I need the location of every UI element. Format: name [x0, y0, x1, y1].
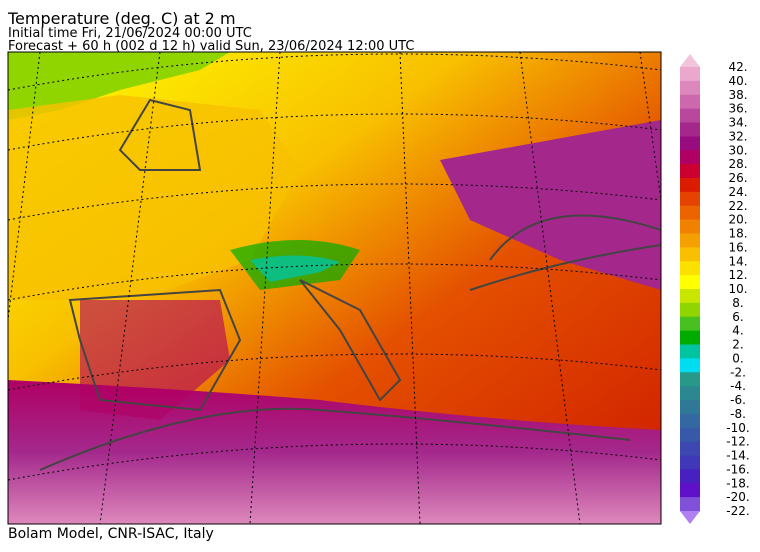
footer: Bolam Model, CNR-ISAC, Italy	[8, 526, 214, 542]
colorbar-label: -10.	[726, 421, 749, 435]
colorbar-label: 24.	[728, 185, 747, 199]
colorbar-label: -16.	[726, 462, 749, 476]
colorbar-swatch	[680, 441, 700, 456]
colorbar-swatch	[680, 400, 700, 415]
colorbar-swatch	[680, 261, 700, 276]
colorbar-swatch	[680, 178, 700, 193]
colorbar-swatch	[680, 164, 700, 179]
colorbar-label: 34.	[728, 116, 747, 130]
colorbar-swatch	[680, 427, 700, 443]
colorbar-label: 20.	[728, 213, 747, 227]
initial-time: Initial time Fri, 21/06/2024 00:00 UTC	[8, 26, 252, 41]
colorbar-swatch	[680, 330, 700, 345]
colorbar-swatch	[680, 483, 700, 498]
colorbar-label: -12.	[726, 435, 749, 449]
colorbar-label: 18.	[728, 227, 747, 241]
colorbar-label: 6.	[732, 310, 743, 324]
colorbar-label: -2.	[730, 365, 746, 379]
colorbar-label: 12.	[728, 268, 747, 282]
colorbar-swatch	[680, 289, 700, 304]
colorbar-label: 4.	[732, 324, 743, 338]
map-frame	[7, 51, 662, 525]
colorbar-swatch	[680, 316, 700, 332]
colorbar-label: -4.	[730, 379, 746, 393]
colorbar-swatch	[680, 344, 700, 359]
colorbar-swatch	[680, 275, 700, 290]
colorbar-label: 16.	[728, 240, 747, 254]
colorbar-label: 30.	[728, 143, 747, 157]
colorbar-label: 0.	[732, 351, 743, 365]
colorbar-label: 22.	[728, 199, 747, 213]
colorbar-swatch	[680, 108, 700, 123]
colorbar-swatch	[680, 219, 700, 234]
colorbar-label: 38.	[728, 88, 747, 102]
colorbar-swatch	[680, 205, 700, 221]
colorbar: 42.40.38.36.34.32.30.28.26.24.22.20.18.1…	[680, 54, 750, 524]
colorbar-label: 10.	[728, 282, 747, 296]
colorbar-label: 32.	[728, 129, 747, 143]
colorbar-label: -20.	[726, 490, 749, 504]
colorbar-cap	[680, 511, 700, 524]
colorbar-swatch	[680, 413, 700, 429]
colorbar-label: 14.	[728, 254, 747, 268]
colorbar-label: -8.	[730, 407, 746, 421]
colorbar-swatch	[680, 302, 700, 318]
colorbar-swatch	[680, 122, 700, 137]
colorbar-label: -6.	[730, 393, 746, 407]
colorbar-label: 26.	[728, 171, 747, 185]
colorbar-swatch	[680, 386, 700, 401]
colorbar-swatch	[680, 191, 700, 207]
colorbar-swatch	[680, 136, 700, 151]
colorbar-label: -14.	[726, 449, 749, 463]
colorbar-cap	[680, 54, 700, 67]
map	[8, 52, 661, 524]
colorbar-label: 28.	[728, 157, 747, 171]
colorbar-label: 8.	[732, 296, 743, 310]
colorbar-swatch	[680, 233, 700, 248]
title: Temperature (deg. C) at 2 m	[7, 9, 236, 28]
colorbar-label: 40.	[728, 74, 747, 88]
colorbar-swatch	[680, 455, 700, 470]
colorbar-swatch	[680, 247, 700, 262]
colorbar-swatch	[680, 94, 700, 110]
colorbar-swatch	[680, 497, 700, 512]
colorbar-swatch	[680, 80, 700, 96]
colorbar-swatch	[680, 372, 700, 387]
colorbar-swatch	[680, 469, 700, 484]
colorbar-label: 42.	[728, 60, 747, 74]
colorbar-label: -18.	[726, 476, 749, 490]
colorbar-label: 36.	[728, 102, 747, 116]
colorbar-label: -22.	[726, 504, 749, 518]
colorbar-swatch	[680, 67, 700, 82]
colorbar-label: 2.	[732, 338, 743, 352]
colorbar-swatch	[680, 358, 700, 373]
forecast-valid: Forecast + 60 h (002 d 12 h) valid Sun, …	[8, 39, 414, 54]
colorbar-swatch	[680, 150, 700, 165]
